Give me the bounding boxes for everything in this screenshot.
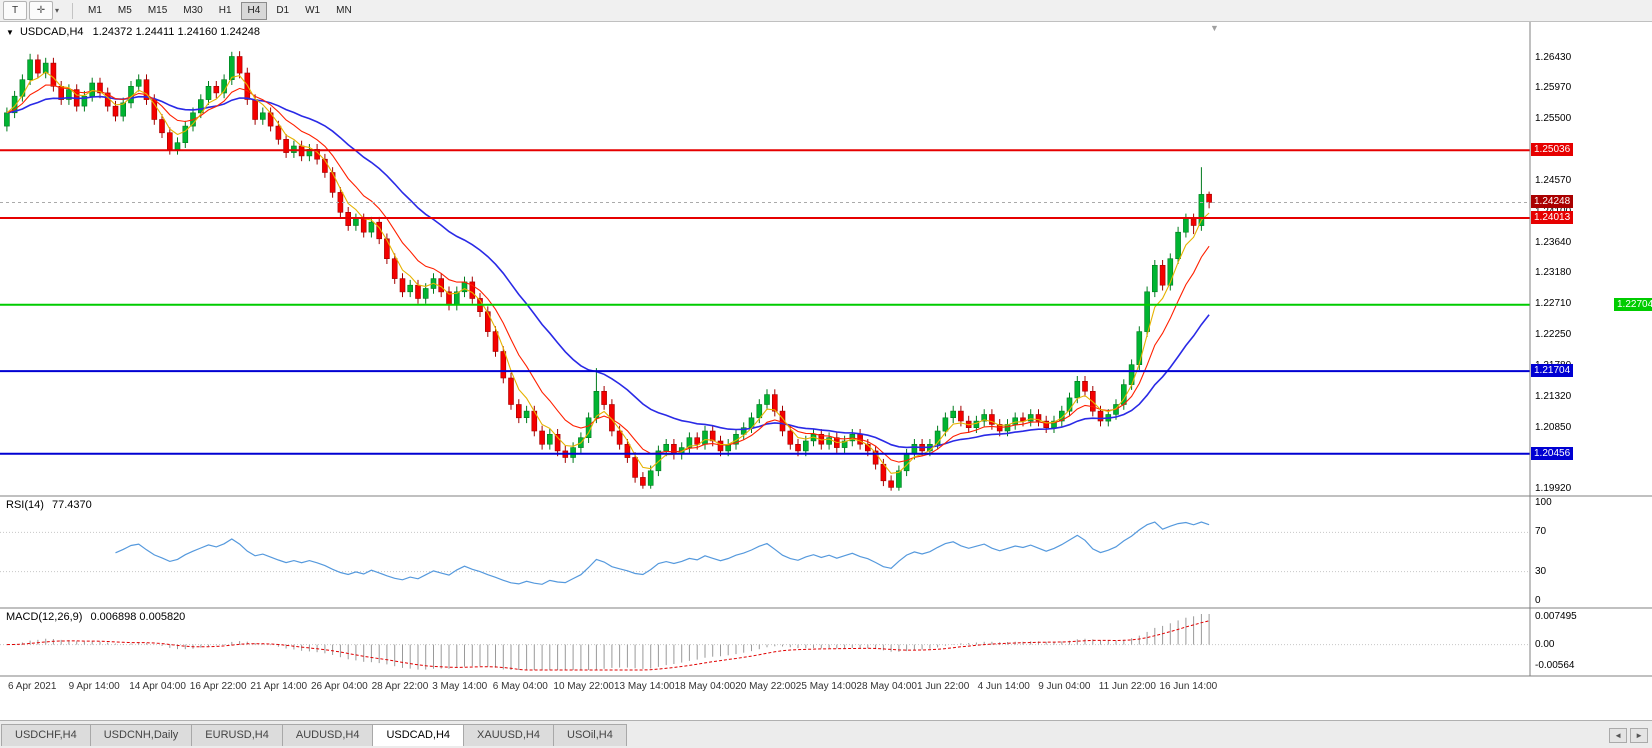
time-axis-label: 20 May 22:00: [735, 681, 796, 692]
collapse-triangle-icon[interactable]: ▼: [6, 28, 14, 37]
tab-scroll-right-icon[interactable]: ►: [1630, 728, 1648, 743]
chart-tab-audusd-h4[interactable]: AUDUSD,H4: [281, 724, 374, 746]
time-axis-label: 10 May 22:00: [553, 681, 614, 692]
tab-scroll-buttons: ◄ ►: [1609, 728, 1648, 743]
ma-fast-line: [6, 71, 1210, 474]
chart-tab-eurusd-h4[interactable]: EURUSD,H4: [191, 724, 283, 746]
rsi-tick-label: 70: [1535, 526, 1547, 538]
time-axis-label: 9 Apr 14:00: [68, 681, 120, 692]
chart-tab-usdchf-h4[interactable]: USDCHF,H4: [1, 724, 91, 746]
price-tick-label: 1.22250: [1535, 328, 1572, 340]
time-axis-label: 6 May 04:00: [492, 681, 548, 692]
time-axis-label: 28 Apr 22:00: [371, 681, 429, 692]
chart-tab-bar: USDCHF,H4 USDCNH,Daily EURUSD,H4 AUDUSD,H4 U…: [0, 720, 1652, 748]
chart-tab-xauusd-h4[interactable]: XAUUSD,H4: [463, 724, 554, 746]
macd-tick-label: 0.00: [1535, 638, 1555, 650]
ma-slow-line: [6, 95, 1210, 449]
rsi-tick-label: 0: [1535, 595, 1541, 606]
rsi-value: 77.4370: [51, 499, 92, 511]
chart-tabs: USDCHF,H4 USDCNH,Daily EURUSD,H4 AUDUSD,H4 U…: [1, 724, 627, 748]
rsi-label: RSI(14): [6, 499, 44, 511]
timeframe-button-m1[interactable]: M1: [88, 5, 102, 16]
price-tick-label: 1.25500: [1535, 113, 1572, 125]
rsi-tick-label: 100: [1535, 497, 1552, 508]
price-tick-label: 1.22710: [1535, 298, 1572, 310]
ma-mid-line: [6, 84, 1210, 463]
macd-values: 0.006898 0.005820: [90, 611, 186, 623]
level-price-label: 1.25036: [1531, 143, 1574, 157]
timeframe-button-mn[interactable]: MN: [336, 5, 352, 16]
chart-tab-usdcad-h4[interactable]: USDCAD,H4: [372, 724, 465, 746]
rsi-tick-label: 30: [1535, 565, 1547, 577]
time-axis-label: 28 May 04:00: [856, 681, 917, 692]
timeframe-button-h1[interactable]: H1: [218, 5, 232, 16]
macd-histogram: [14, 614, 1210, 670]
level-price-label: 1.20456: [1531, 446, 1574, 460]
timeframe-button-m15[interactable]: M15: [147, 5, 168, 16]
time-axis-label: 13 May 14:00: [614, 681, 675, 692]
chart-shift-marker-icon[interactable]: ▼: [1210, 23, 1219, 33]
time-axis-label: 16 Jun 14:00: [1159, 681, 1218, 692]
level-price-label: 1.22704: [1614, 297, 1652, 311]
current-price-label: 1.24248: [1531, 195, 1574, 209]
macd-tick-label: 0.007495: [1535, 610, 1577, 622]
timeframe-button-m30[interactable]: M30: [183, 5, 203, 16]
timeframe-button-m5[interactable]: M5: [117, 5, 132, 16]
toolbar-t-button[interactable]: T: [3, 1, 27, 20]
macd-signal-line: [6, 620, 1210, 671]
time-axis-label: 1 Jun 22:00: [917, 681, 970, 692]
timeframe-buttons: M1 M5 M15 M30 H1 H4 D1 W1 MN: [80, 1, 360, 20]
tab-scroll-left-icon[interactable]: ◄: [1609, 728, 1628, 743]
candles-layer: [4, 51, 1212, 491]
price-tick-label: 1.25970: [1535, 82, 1572, 94]
timeframe-button-w1[interactable]: W1: [305, 5, 321, 16]
time-axis-label: 18 May 04:00: [674, 681, 736, 692]
price-tick-label: 1.21320: [1535, 390, 1572, 402]
time-axis-label: 25 May 14:00: [795, 681, 857, 692]
level-price-label: 1.21704: [1531, 364, 1574, 378]
price-tick-label: 1.26430: [1535, 51, 1572, 63]
macd-title: MACD(12,26,9) 0.006898 0.005820: [6, 611, 185, 623]
ohlc-values: 1.24372 1.24411 1.24160 1.24248: [92, 26, 261, 38]
chart-tab-usoil-h4[interactable]: USOil,H4: [553, 724, 627, 746]
time-axis-label: 11 Jun 22:00: [1098, 681, 1156, 692]
price-tick-label: 1.20850: [1535, 421, 1572, 433]
time-axis-label: 9 Jun 04:00: [1038, 681, 1091, 692]
crosshair-icon[interactable]: ✛: [29, 1, 53, 20]
symbol-period-label: USDCAD,H4: [19, 26, 84, 38]
time-axis-label: 21 Apr 14:00: [250, 681, 308, 692]
toolbar-separator: [72, 2, 73, 19]
toolbar: T ✛ ▾ M1 M5 M15 M30 H1 H4 D1 W1 MN: [0, 0, 1652, 22]
level-price-label: 1.24013: [1531, 211, 1574, 225]
timeframe-button-h4[interactable]: H4: [240, 1, 268, 20]
dropdown-arrow-icon[interactable]: ▾: [55, 6, 60, 15]
price-tick-label: 1.24570: [1535, 175, 1572, 187]
time-axis-label: 26 Apr 04:00: [311, 681, 368, 692]
price-tick-label: 1.23640: [1535, 236, 1572, 248]
chart-title: ▼ USDCAD,H4 1.24372 1.24411 1.24160 1.24…: [6, 26, 260, 38]
timeframe-button-d1[interactable]: D1: [276, 5, 290, 16]
rsi-title: RSI(14) 77.4370: [6, 499, 92, 511]
chart-canvas[interactable]: [0, 0, 1652, 700]
time-axis-label: 16 Apr 22:00: [189, 681, 247, 692]
time-axis-label: 6 Apr 2021: [8, 681, 57, 692]
chart-tab-usdcnh-daily[interactable]: USDCNH,Daily: [89, 724, 193, 746]
price-tick-label: 1.19920: [1535, 483, 1572, 495]
time-axis-label: 4 Jun 14:00: [977, 681, 1030, 692]
time-axis-label: 3 May 14:00: [432, 681, 488, 692]
macd-label: MACD(12,26,9): [6, 611, 83, 623]
price-tick-label: 1.23180: [1535, 267, 1572, 279]
macd-tick-label: -0.00564: [1535, 659, 1575, 671]
time-axis-label: 14 Apr 04:00: [129, 681, 186, 692]
rsi-line: [115, 521, 1210, 585]
